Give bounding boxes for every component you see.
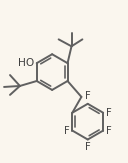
Text: F: F (106, 126, 112, 136)
Text: F: F (64, 126, 69, 136)
Text: F: F (85, 91, 91, 101)
Text: HO: HO (18, 58, 35, 68)
Text: F: F (85, 142, 91, 152)
Text: F: F (106, 108, 112, 118)
